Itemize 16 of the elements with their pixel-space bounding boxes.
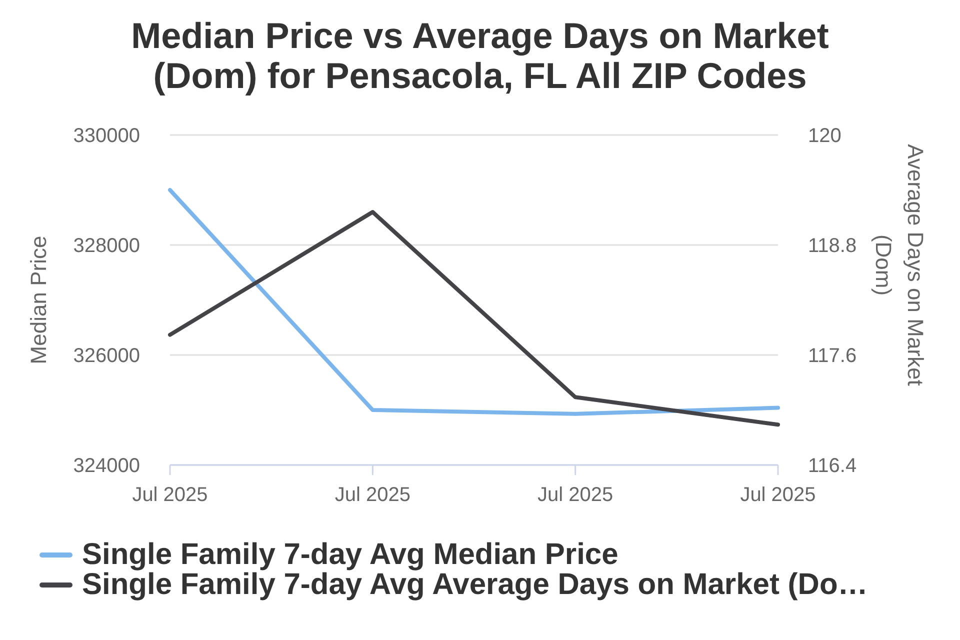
x-tick-label: Jul 2025 [740,484,816,506]
y-axis-title: Median Price [26,236,51,364]
x-tick-label: Jul 2025 [538,484,614,506]
y-tick-label: 324000 [73,455,140,477]
y2-tick-label: 116.4 [808,455,857,477]
legend-label: Single Family 7-day Avg Median Price [82,538,618,571]
y-tick-label: 330000 [73,125,140,147]
y-tick-label: 326000 [73,345,140,367]
y-tick-label: 328000 [73,235,140,257]
x-tick-label: Jul 2025 [132,484,208,506]
y2-tick-label: 120 [808,125,842,147]
x-tick-label: Jul 2025 [334,484,410,506]
chart-title: Median Price vs Average Days on Market (Dom) for Pensacola, FL All ZIP Codes [131,15,829,96]
y2-tick-label: 117.6 [808,345,857,367]
y2-tick-label: 118.8 [808,235,857,257]
y2-axis-title: Average Days on Market (Dom) [871,144,928,386]
